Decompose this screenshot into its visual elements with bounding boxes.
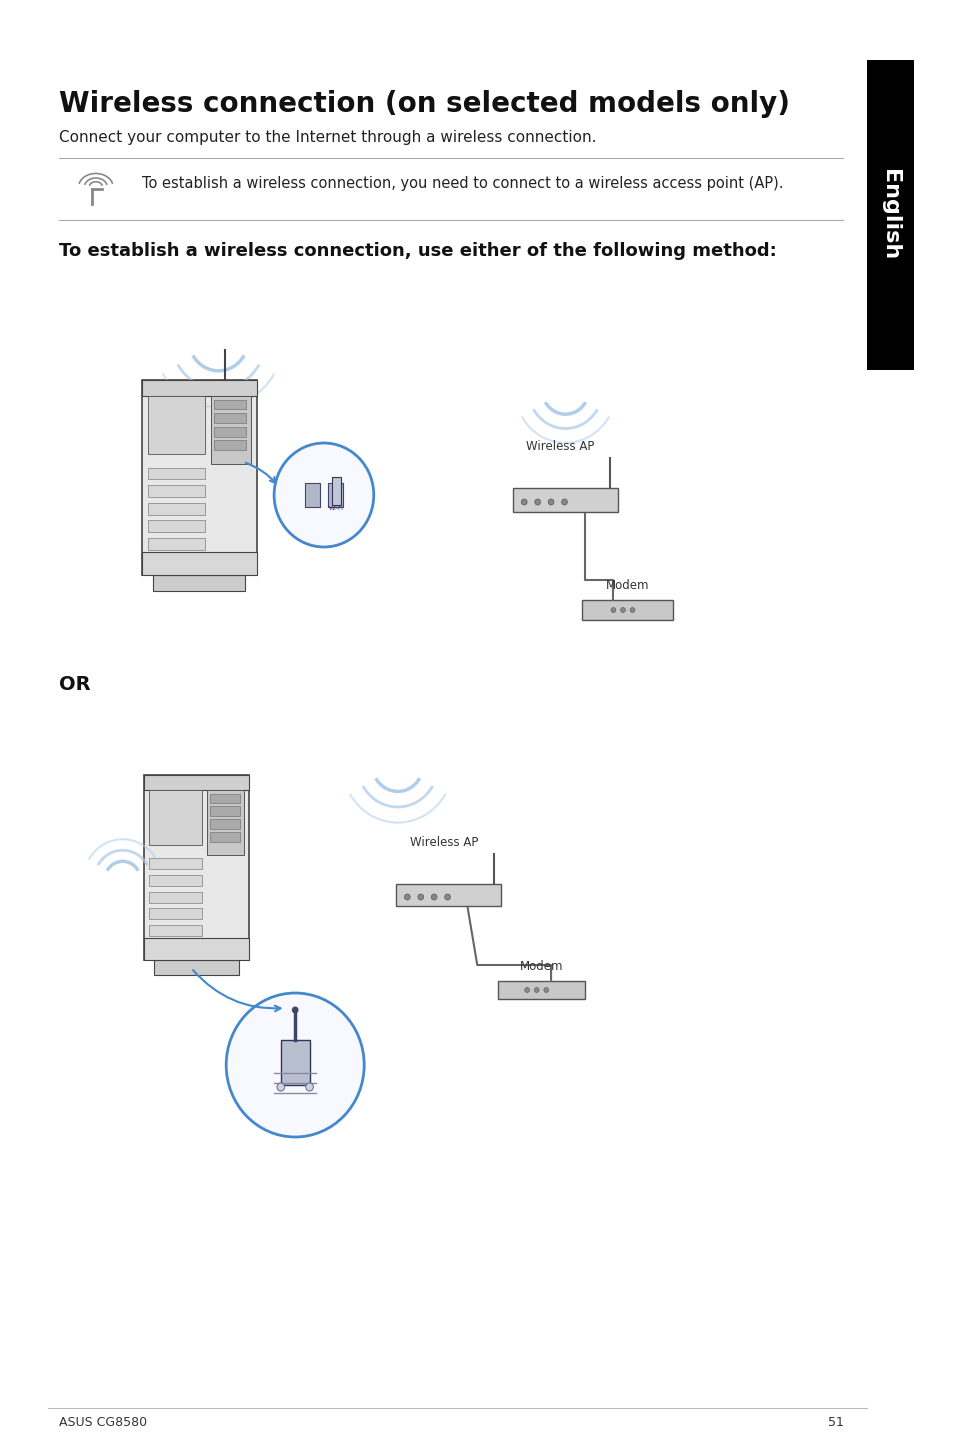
Circle shape xyxy=(226,994,364,1137)
Circle shape xyxy=(404,894,410,900)
Circle shape xyxy=(534,988,538,992)
Bar xyxy=(153,575,245,591)
Bar xyxy=(144,938,249,961)
Bar xyxy=(214,400,246,410)
Bar xyxy=(581,600,673,620)
Bar xyxy=(280,1040,309,1086)
Circle shape xyxy=(610,607,615,613)
Circle shape xyxy=(444,894,450,900)
Bar xyxy=(154,961,238,975)
Circle shape xyxy=(524,988,529,992)
Circle shape xyxy=(619,607,624,613)
Text: Wireless connection (on selected models only): Wireless connection (on selected models … xyxy=(59,91,790,118)
Bar xyxy=(142,552,256,575)
Circle shape xyxy=(431,894,436,900)
Bar xyxy=(148,503,205,515)
Bar xyxy=(210,794,239,802)
Bar xyxy=(866,60,913,370)
Circle shape xyxy=(274,443,374,546)
Bar xyxy=(214,440,246,450)
Bar xyxy=(512,487,618,512)
Circle shape xyxy=(548,499,554,505)
Circle shape xyxy=(543,988,548,992)
Text: Modem: Modem xyxy=(605,580,649,592)
Circle shape xyxy=(417,894,423,900)
Bar xyxy=(148,485,205,498)
Bar xyxy=(142,380,256,575)
Bar xyxy=(214,427,246,437)
Bar xyxy=(148,538,205,549)
Circle shape xyxy=(561,499,567,505)
Bar xyxy=(148,395,205,454)
Bar xyxy=(149,858,201,870)
Bar xyxy=(210,807,239,815)
Bar xyxy=(304,483,320,508)
Circle shape xyxy=(305,1083,314,1091)
Text: Connect your computer to the Internet through a wireless connection.: Connect your computer to the Internet th… xyxy=(59,129,597,145)
Text: Wireless AP: Wireless AP xyxy=(409,835,477,848)
Bar xyxy=(149,892,201,903)
Text: ASUS CG8580: ASUS CG8580 xyxy=(59,1416,148,1429)
Circle shape xyxy=(521,499,527,505)
Text: English: English xyxy=(880,170,900,260)
Bar xyxy=(142,380,256,395)
Circle shape xyxy=(292,1007,298,1014)
Circle shape xyxy=(276,1083,284,1091)
Bar xyxy=(149,874,201,886)
Text: Wi-Fi: Wi-Fi xyxy=(329,506,343,510)
Bar xyxy=(210,833,239,841)
Bar xyxy=(149,909,201,919)
Bar xyxy=(497,981,584,999)
Text: To establish a wireless connection, use either of the following method:: To establish a wireless connection, use … xyxy=(59,242,777,260)
Bar xyxy=(148,467,205,479)
Bar xyxy=(149,925,201,936)
Bar xyxy=(207,789,244,854)
Bar xyxy=(214,413,246,423)
Circle shape xyxy=(535,499,540,505)
Bar xyxy=(210,820,239,828)
Bar xyxy=(144,775,249,961)
Bar xyxy=(332,477,341,505)
Bar xyxy=(149,789,201,846)
Text: To establish a wireless connection, you need to connect to a wireless access poi: To establish a wireless connection, you … xyxy=(142,175,782,191)
Text: Modem: Modem xyxy=(519,961,562,974)
Bar xyxy=(395,884,500,906)
Bar xyxy=(148,521,205,532)
Text: OR: OR xyxy=(59,674,91,695)
Text: 51: 51 xyxy=(826,1416,842,1429)
Bar xyxy=(328,483,343,508)
Bar xyxy=(144,775,249,789)
Bar xyxy=(211,395,251,464)
Text: Wireless AP: Wireless AP xyxy=(526,440,595,453)
Circle shape xyxy=(630,607,635,613)
